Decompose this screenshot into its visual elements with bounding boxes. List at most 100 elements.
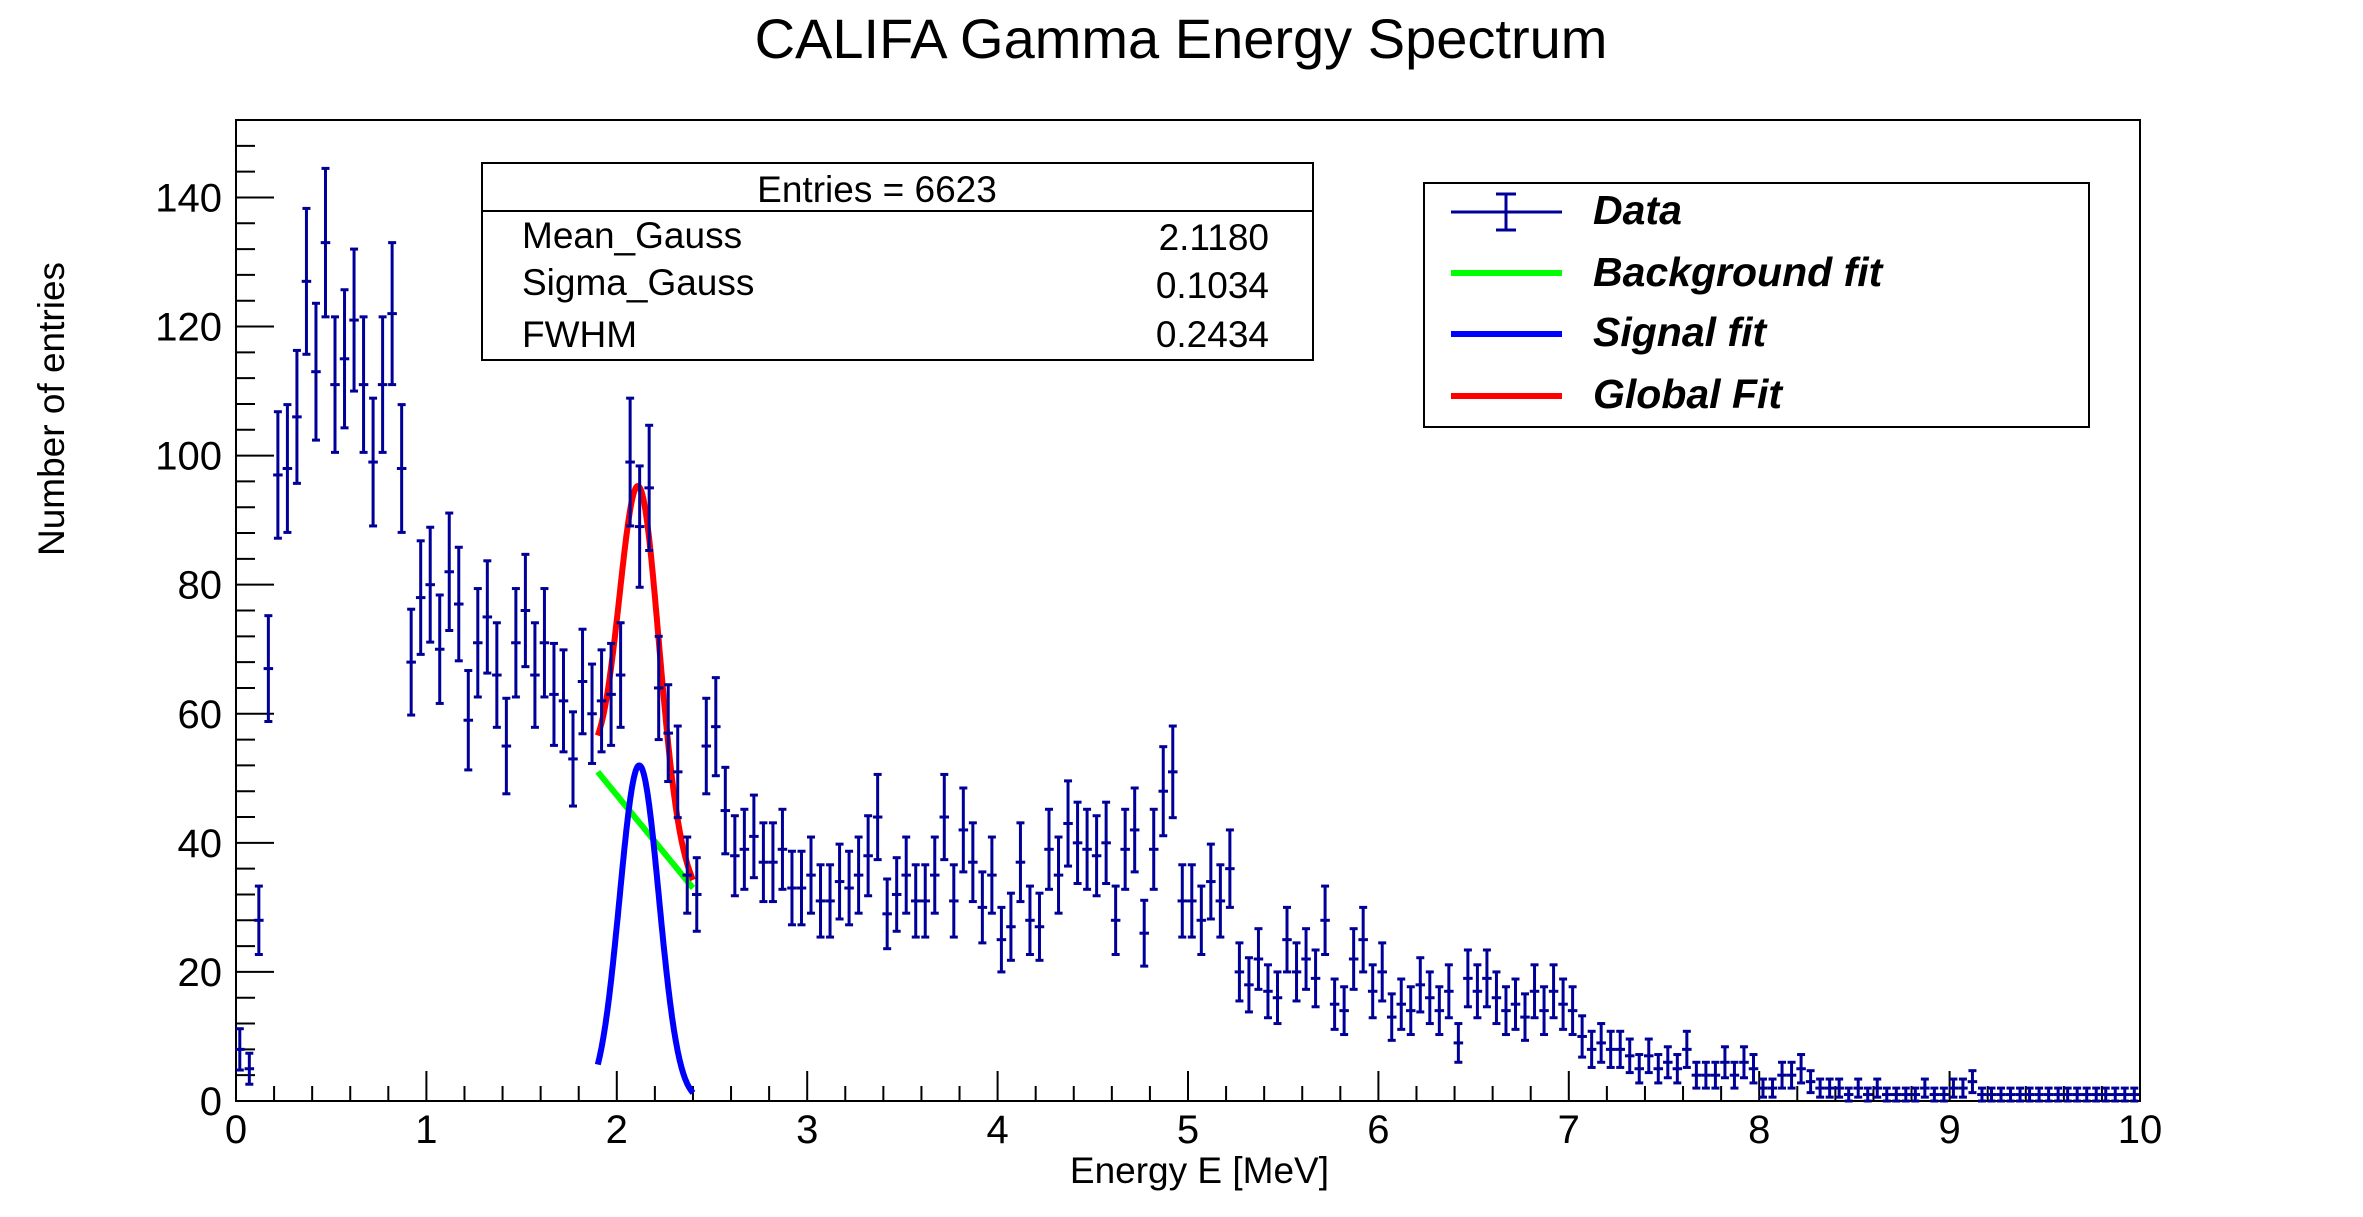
data-point (1015, 821, 1026, 904)
data-point (625, 396, 635, 528)
data-point (1977, 1086, 1987, 1103)
data-point (311, 301, 321, 442)
data-point (1929, 1086, 1940, 1103)
data-point (482, 559, 493, 675)
data-point (1168, 724, 1178, 820)
data-point (415, 539, 426, 656)
chart-title: CALIFA Gamma Energy Spectrum (755, 7, 1608, 70)
data-point (844, 849, 854, 927)
data-point (1301, 927, 1311, 991)
data-point (1120, 807, 1130, 891)
data-point (1482, 948, 1492, 1009)
data-point (425, 525, 435, 644)
data-point (1091, 814, 1102, 898)
data-point (1501, 985, 1511, 1037)
data-point (1663, 1045, 1673, 1080)
data-point (1967, 1069, 1978, 1095)
data-points (235, 166, 2140, 1103)
data-point (1348, 927, 1359, 991)
data-point (1834, 1077, 1844, 1099)
data-point (701, 696, 712, 796)
data-point (806, 835, 816, 915)
data-point (653, 634, 664, 742)
stats-box: Entries = 6623 Mean_Gauss 2.1180 Sigma_G… (481, 162, 1314, 361)
data-point (520, 552, 531, 669)
x-axis-label: Energy E [MeV] (1070, 1150, 1329, 1191)
data-point (1634, 1053, 1645, 1085)
data-point (377, 315, 388, 454)
data-point (2100, 1086, 2111, 1103)
data-point (1215, 863, 1226, 939)
data-point (1006, 891, 1016, 962)
data-point (787, 849, 797, 927)
stats-row-name: Mean_Gauss (522, 215, 742, 256)
data-point (473, 587, 483, 699)
data-point (1272, 970, 1283, 1026)
data-point (1072, 800, 1083, 886)
data-point (2005, 1086, 2016, 1103)
data-point (596, 648, 607, 754)
data-point (1758, 1077, 1768, 1099)
data-point (1053, 835, 1064, 915)
x-tick-label: 0 (225, 1108, 247, 1152)
data-point (1548, 963, 1559, 1020)
data-point (1615, 1029, 1625, 1069)
data-point (1682, 1029, 1692, 1069)
data-point (1843, 1086, 1854, 1103)
x-tick-label: 10 (2118, 1108, 2163, 1152)
data-point (282, 403, 293, 534)
data-point (1558, 977, 1568, 1031)
x-tick-label: 3 (796, 1108, 818, 1152)
data-point (539, 587, 550, 699)
data-point (1320, 884, 1330, 956)
data-point (1777, 1060, 1787, 1090)
data-point (987, 835, 997, 915)
stats-row-name: FWHM (522, 314, 637, 355)
data-point (606, 641, 616, 747)
data-point (1253, 927, 1264, 991)
data-point (1891, 1086, 1902, 1103)
data-point (634, 464, 645, 589)
data-point (1063, 779, 1073, 868)
data-point (263, 614, 274, 724)
data-point (768, 821, 778, 904)
data-point (1672, 1053, 1683, 1085)
data-point (1701, 1060, 1711, 1090)
y-axis-label: Number of entries (31, 262, 72, 556)
data-point (2024, 1086, 2035, 1103)
data-point (1310, 948, 1321, 1009)
data-point (577, 627, 588, 736)
data-point (1444, 963, 1454, 1020)
data-point (1624, 1037, 1635, 1075)
data-point (1425, 970, 1435, 1026)
stats-row-value: 0.2434 (1156, 314, 1269, 355)
data-point (1282, 905, 1292, 974)
data-point (1148, 807, 1159, 891)
data-point (1644, 1037, 1654, 1075)
legend-label: Background fit (1593, 249, 1885, 295)
data-point (1862, 1086, 1873, 1103)
data-point (1415, 956, 1426, 1014)
data-point (977, 870, 988, 945)
data-point (872, 772, 883, 862)
data-point (2062, 1086, 2073, 1103)
data-point (853, 835, 864, 915)
data-point (777, 807, 788, 891)
data-point (758, 821, 769, 904)
data-point (1901, 1086, 1911, 1103)
data-point (1720, 1045, 1730, 1080)
data-point (1529, 963, 1540, 1020)
data-point (968, 821, 978, 904)
data-point (1158, 745, 1169, 838)
data-point (882, 877, 892, 951)
data-point (1824, 1077, 1835, 1099)
data-point (1958, 1077, 1968, 1099)
data-point (1986, 1086, 1997, 1103)
data-point (1187, 863, 1197, 939)
data-point (1110, 884, 1121, 956)
data-point (1510, 977, 1521, 1031)
data-point (235, 1027, 245, 1072)
axis-ticks (235, 119, 2141, 1102)
data-point (1739, 1045, 1749, 1080)
